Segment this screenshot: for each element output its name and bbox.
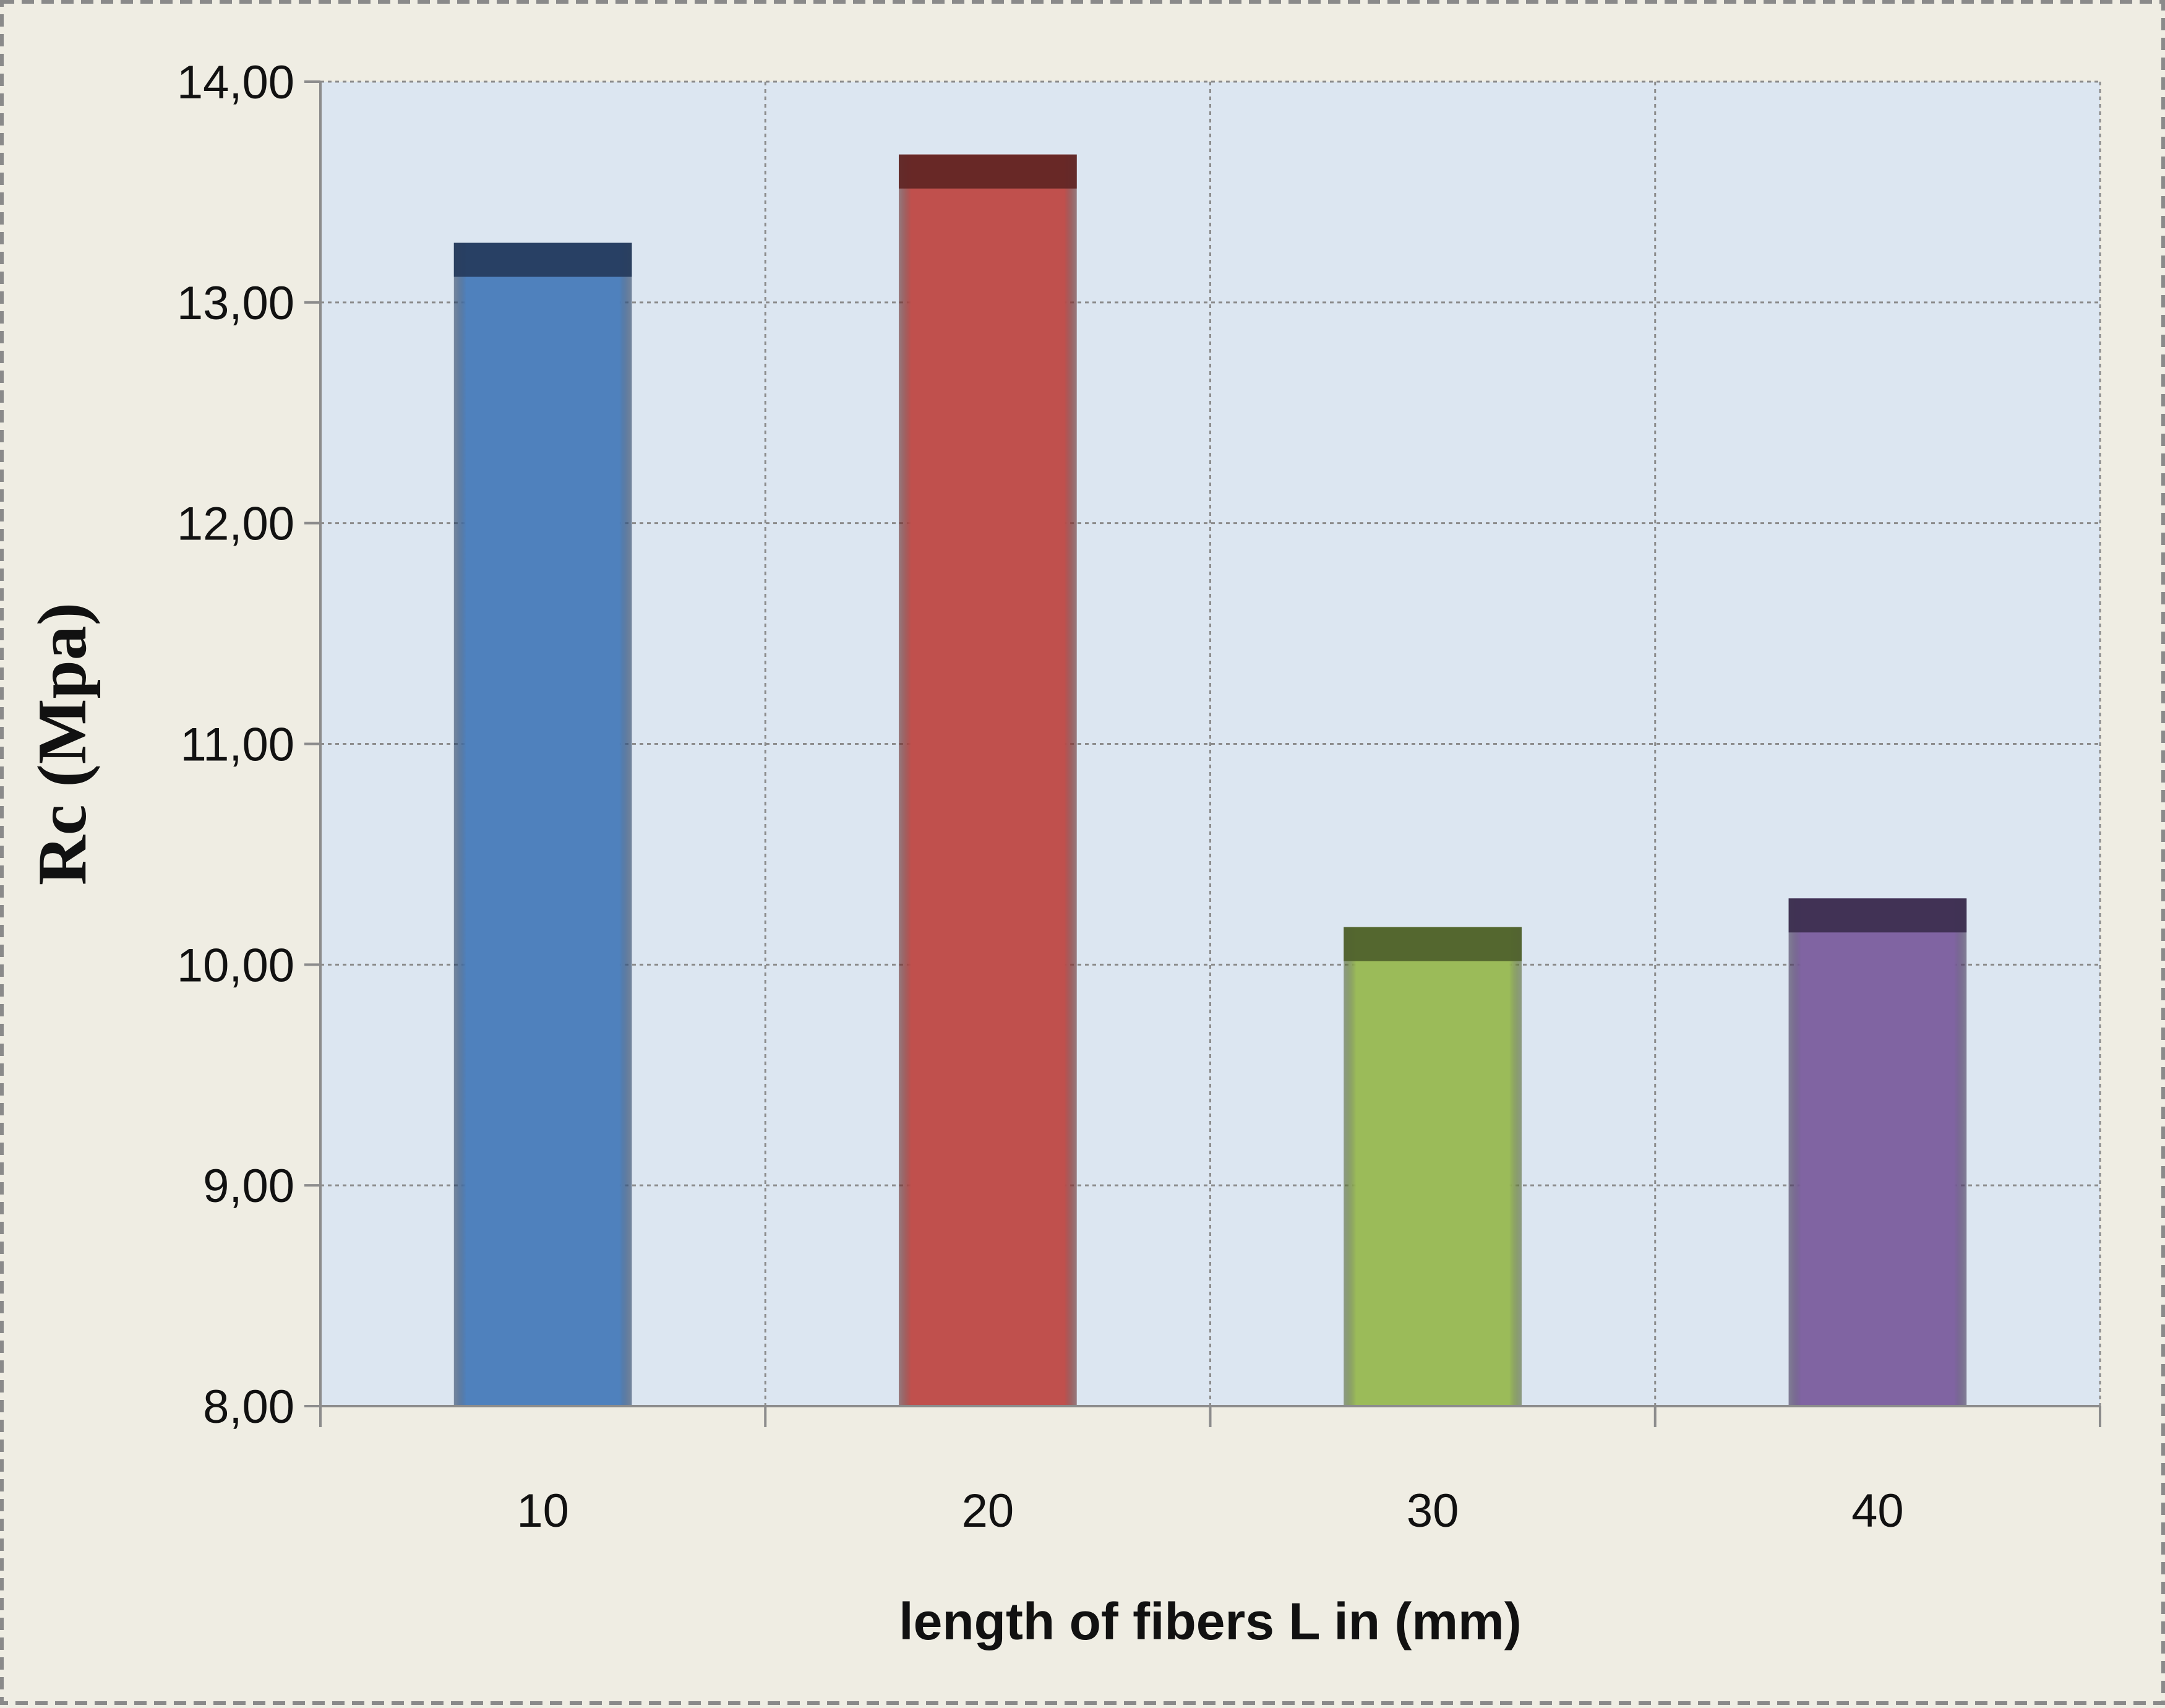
x-tick-label: 20	[962, 1485, 1014, 1537]
bar-10	[453, 242, 632, 1407]
y-tick-label: 14,00	[177, 56, 294, 109]
y-tick-label: 8,00	[203, 1381, 294, 1433]
y-tick-label: 10,00	[177, 939, 294, 992]
bar-40	[1788, 898, 1967, 1406]
axes	[304, 80, 2101, 1427]
bar-body	[1788, 898, 1967, 1406]
bar-cap	[1344, 927, 1522, 961]
x-tick-label: 40	[1851, 1485, 1904, 1537]
bar-body	[1344, 927, 1522, 1406]
x-axis-title: length of fibers L in (mm)	[899, 1592, 1521, 1650]
bars	[453, 154, 1967, 1407]
bar-cap	[1788, 898, 1967, 933]
bar-body	[453, 242, 632, 1407]
y-tick-labels: 8,00 9,00 10,00 11,00 12,00 13,00 14,00	[177, 56, 294, 1433]
bar-20	[899, 154, 1077, 1406]
bar-cap	[899, 154, 1077, 189]
x-tick-label: 30	[1407, 1485, 1459, 1537]
x-tick-label: 10	[517, 1485, 569, 1537]
y-tick-label: 12,00	[177, 498, 294, 551]
bar-30	[1344, 927, 1522, 1406]
y-tick-label: 11,00	[180, 719, 294, 771]
x-tick-labels: 10 20 30 40	[517, 1485, 1903, 1537]
grid-lines	[320, 80, 2101, 1406]
bar-body	[899, 154, 1077, 1406]
y-axis-title: Rc (Mpa)	[24, 603, 101, 885]
bar-cap	[453, 242, 632, 277]
y-tick-label: 13,00	[177, 277, 294, 330]
y-tick-label: 9,00	[203, 1160, 294, 1212]
